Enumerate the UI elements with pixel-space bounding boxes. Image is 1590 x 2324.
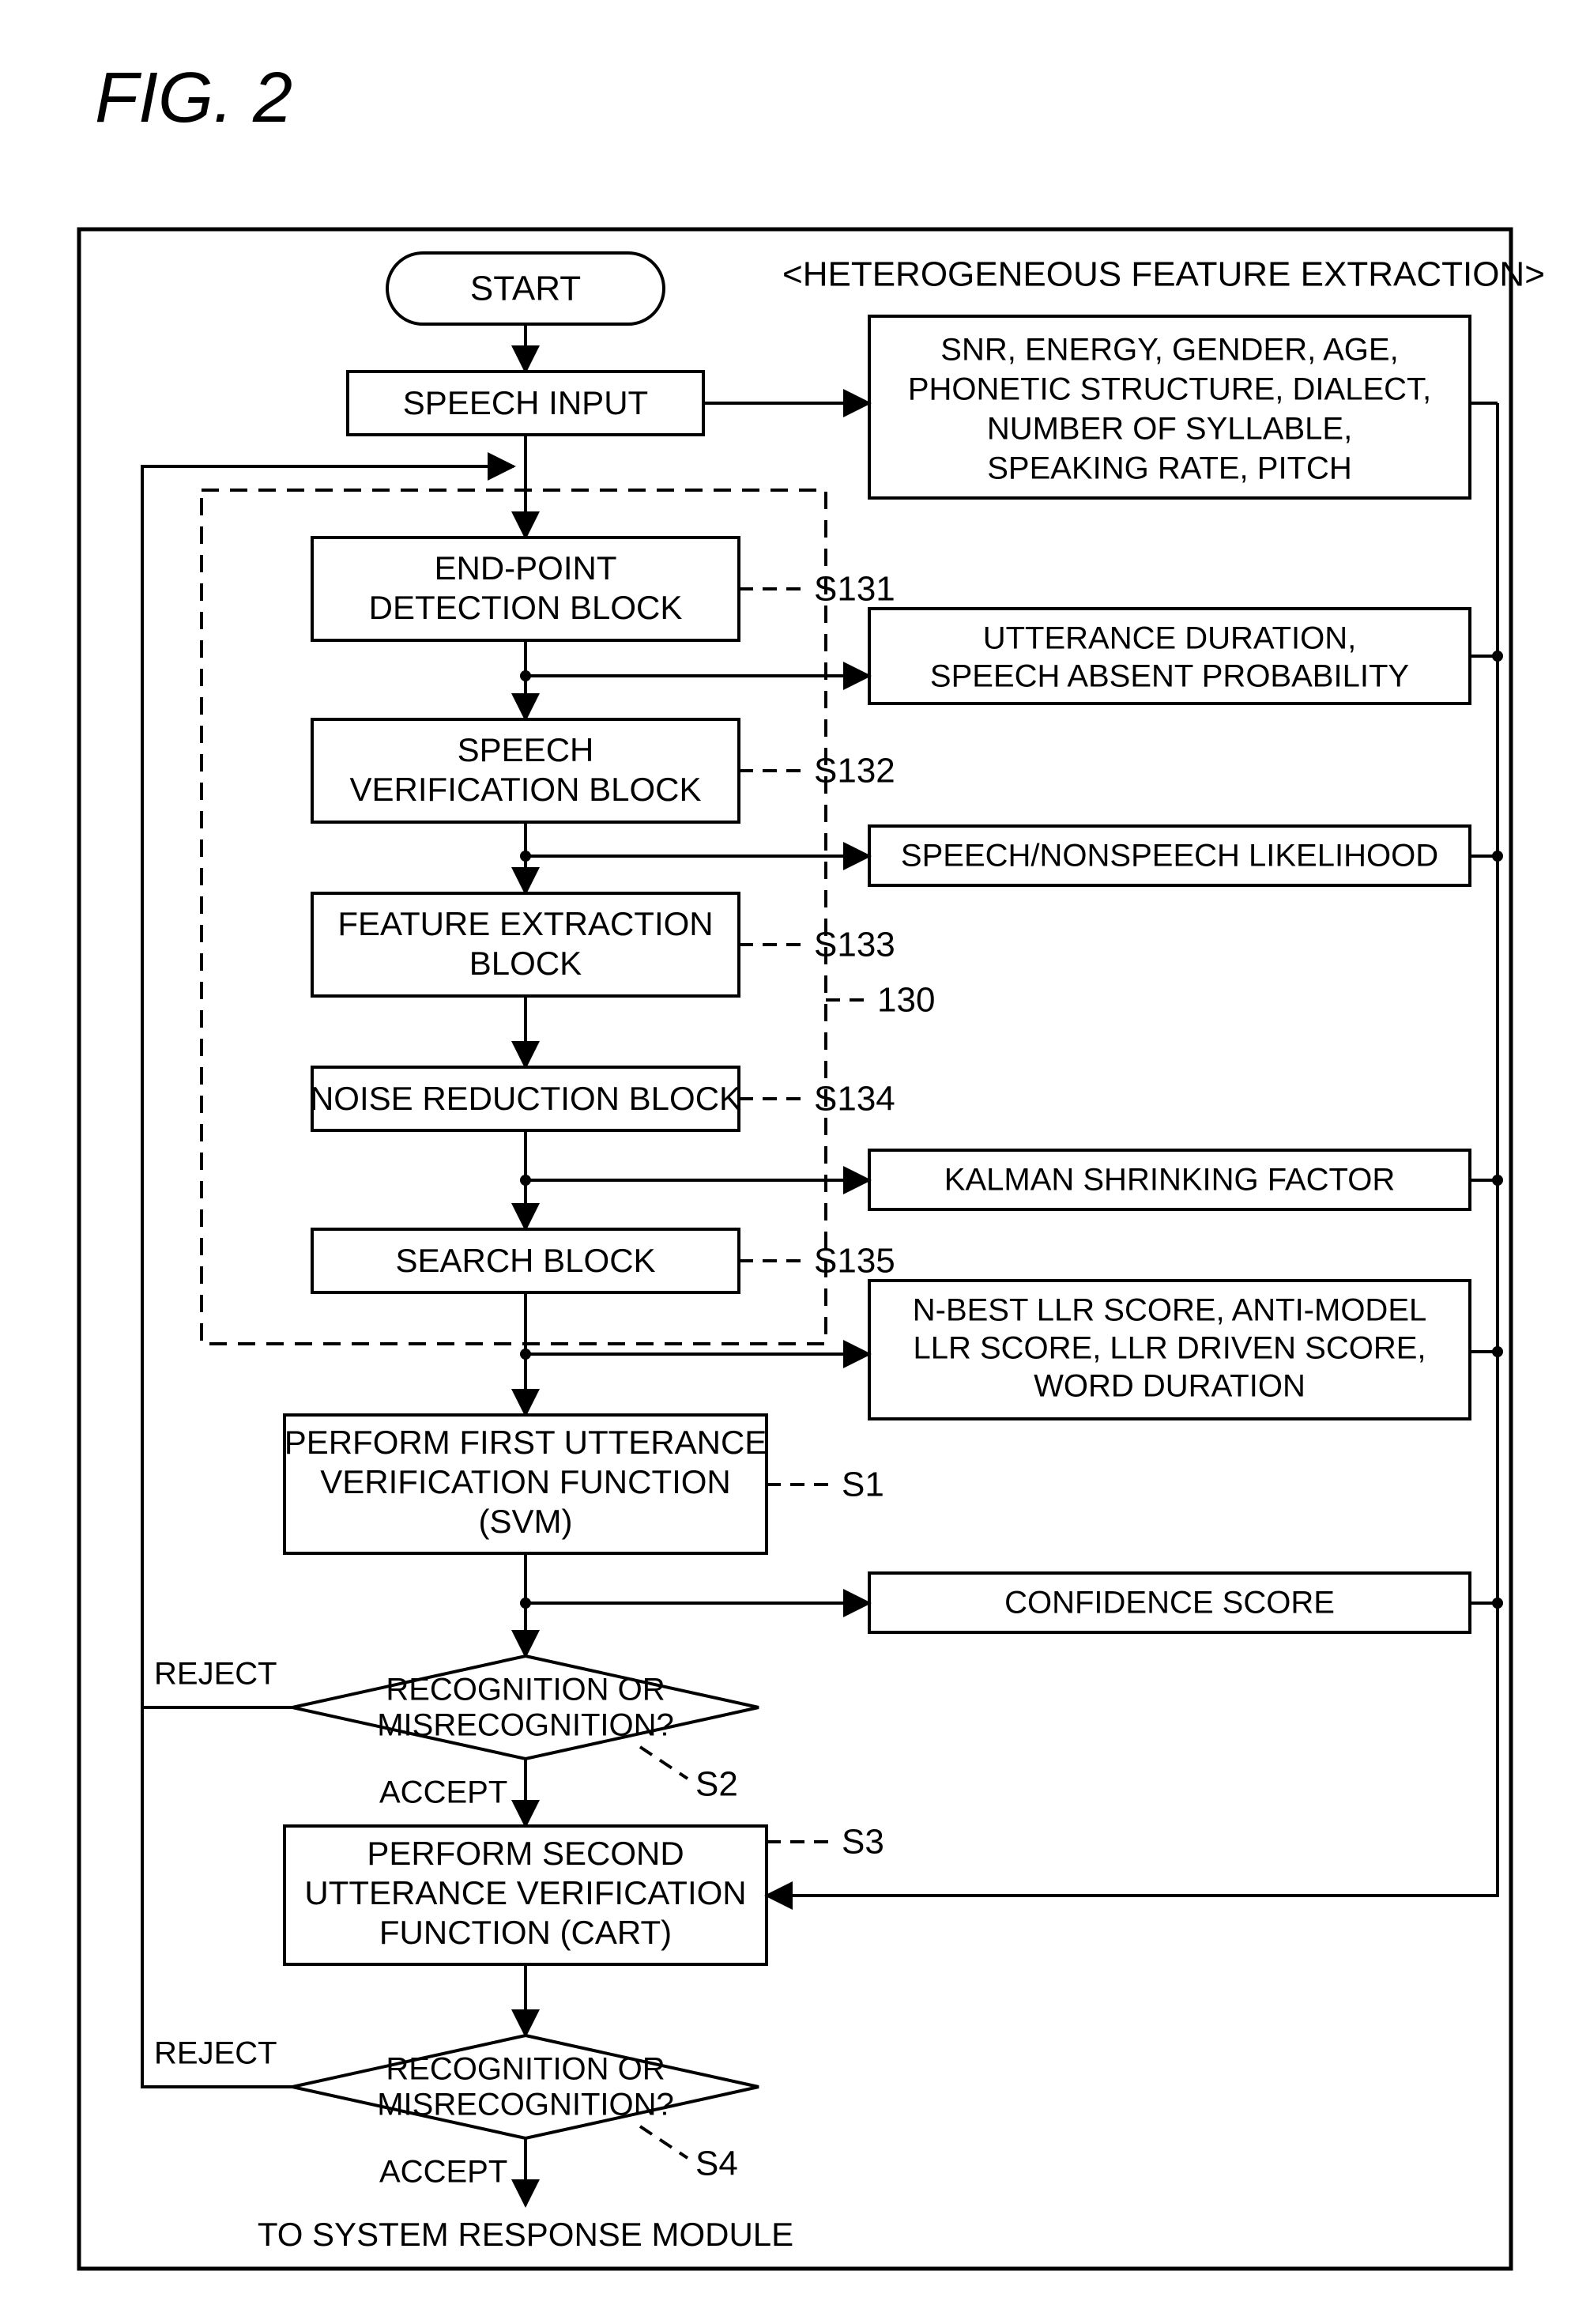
svg-text:WORD DURATION: WORD DURATION bbox=[1034, 1369, 1306, 1404]
feat-box-5: N-BEST LLR SCORE, ANTI-MODEL LLR SCORE, … bbox=[869, 1281, 1470, 1419]
feat-box-4: KALMAN SHRINKING FACTOR bbox=[869, 1150, 1470, 1209]
svg-text:CONFIDENCE SCORE: CONFIDENCE SCORE bbox=[1004, 1586, 1335, 1620]
first-uv-node: PERFORM FIRST UTTERANCE VERIFICATION FUN… bbox=[284, 1415, 767, 1553]
svg-text:VERIFICATION FUNCTION: VERIFICATION FUNCTION bbox=[320, 1463, 731, 1500]
s133-ref: S133 bbox=[814, 926, 895, 964]
svg-text:SPEECH/NONSPEECH LIKELIHOOD: SPEECH/NONSPEECH LIKELIHOOD bbox=[901, 839, 1438, 873]
feat-box-1: SNR, ENERGY, GENDER, AGE, PHONETIC STRUC… bbox=[869, 316, 1470, 498]
svg-text:SPEECH ABSENT PROBABILITY: SPEECH ABSENT PROBABILITY bbox=[930, 659, 1409, 694]
svg-text:N-BEST LLR SCORE, ANTI-MODEL: N-BEST LLR SCORE, ANTI-MODEL bbox=[913, 1293, 1427, 1328]
svg-text:(SVM): (SVM) bbox=[479, 1503, 573, 1540]
svg-text:VERIFICATION BLOCK: VERIFICATION BLOCK bbox=[350, 771, 702, 808]
end-point-node: END-POINT DETECTION BLOCK bbox=[312, 538, 739, 640]
reject-loop-2 bbox=[142, 1707, 292, 2087]
feature-extraction-node: FEATURE EXTRACTION BLOCK bbox=[312, 893, 739, 996]
dec1-reject: REJECT bbox=[154, 1657, 277, 1692]
svg-text:UTTERANCE DURATION,: UTTERANCE DURATION, bbox=[983, 621, 1357, 656]
svg-text:SPEAKING RATE, PITCH: SPEAKING RATE, PITCH bbox=[987, 451, 1352, 486]
s132-ref: S132 bbox=[814, 752, 895, 790]
dec2-reject: REJECT bbox=[154, 2036, 277, 2071]
s3-ref: S3 bbox=[842, 1823, 884, 1862]
svg-text:UTTERANCE VERIFICATION: UTTERANCE VERIFICATION bbox=[304, 1874, 746, 1911]
svg-text:RECOGNITION OR: RECOGNITION OR bbox=[386, 1673, 665, 1707]
svg-text:SPEECH: SPEECH bbox=[458, 731, 594, 768]
svg-text:PERFORM SECOND: PERFORM SECOND bbox=[367, 1835, 684, 1872]
svg-text:SPEECH INPUT: SPEECH INPUT bbox=[403, 384, 648, 421]
noise-reduction-node: NOISE REDUCTION BLOCK bbox=[310, 1067, 741, 1130]
svg-text:MISRECOGNITION?: MISRECOGNITION? bbox=[377, 2088, 674, 2122]
svg-text:START: START bbox=[470, 270, 581, 308]
feat-box-6: CONFIDENCE SCORE bbox=[869, 1573, 1470, 1632]
s131-ref: S131 bbox=[814, 570, 895, 609]
svg-text:MISRECOGNITION?: MISRECOGNITION? bbox=[377, 1708, 674, 1743]
speech-verification-node: SPEECH VERIFICATION BLOCK bbox=[312, 719, 739, 822]
s134-ref: S134 bbox=[814, 1080, 895, 1119]
end-text: TO SYSTEM RESPONSE MODULE bbox=[258, 2216, 793, 2253]
feat-box-3: SPEECH/NONSPEECH LIKELIHOOD bbox=[869, 826, 1470, 885]
figure-label: FIG. 2 bbox=[95, 58, 292, 138]
start-node: START bbox=[387, 253, 664, 324]
second-uv-node: PERFORM SECOND UTTERANCE VERIFICATION FU… bbox=[284, 1826, 767, 1964]
search-block-node: SEARCH BLOCK bbox=[312, 1229, 739, 1292]
feat-box-2: UTTERANCE DURATION, SPEECH ABSENT PROBAB… bbox=[869, 609, 1470, 704]
svg-text:PHONETIC STRUCTURE, DIALECT,: PHONETIC STRUCTURE, DIALECT, bbox=[908, 372, 1431, 407]
svg-text:SEARCH BLOCK: SEARCH BLOCK bbox=[395, 1242, 655, 1279]
svg-text:PERFORM FIRST UTTERANCE: PERFORM FIRST UTTERANCE bbox=[284, 1424, 767, 1461]
svg-text:FEATURE EXTRACTION: FEATURE EXTRACTION bbox=[337, 905, 713, 942]
group-ref: 130 bbox=[877, 981, 935, 1020]
speech-input-node: SPEECH INPUT bbox=[348, 372, 703, 435]
svg-text:NUMBER OF SYLLABLE,: NUMBER OF SYLLABLE, bbox=[987, 412, 1352, 447]
svg-text:KALMAN SHRINKING FACTOR: KALMAN SHRINKING FACTOR bbox=[944, 1163, 1395, 1198]
dec2-accept: ACCEPT bbox=[379, 2155, 507, 2190]
decision-2: RECOGNITION OR MISRECOGNITION? bbox=[292, 2035, 759, 2138]
svg-text:BLOCK: BLOCK bbox=[469, 945, 582, 982]
s4-ref: S4 bbox=[695, 2145, 738, 2183]
svg-text:NOISE REDUCTION BLOCK: NOISE REDUCTION BLOCK bbox=[310, 1080, 741, 1117]
decision-1: RECOGNITION OR MISRECOGNITION? bbox=[292, 1656, 759, 1759]
svg-text:LLR SCORE, LLR DRIVEN SCORE,: LLR SCORE, LLR DRIVEN SCORE, bbox=[913, 1331, 1426, 1366]
svg-text:FUNCTION (CART): FUNCTION (CART) bbox=[379, 1914, 672, 1951]
s1-ref: S1 bbox=[842, 1466, 884, 1504]
s2-ref: S2 bbox=[695, 1765, 738, 1804]
svg-text:DETECTION BLOCK: DETECTION BLOCK bbox=[369, 589, 683, 626]
s135-ref: S135 bbox=[814, 1242, 895, 1281]
svg-text:RECOGNITION OR: RECOGNITION OR bbox=[386, 2052, 665, 2087]
svg-text:END-POINT: END-POINT bbox=[435, 549, 617, 587]
dec1-accept: ACCEPT bbox=[379, 1775, 507, 1810]
svg-text:SNR, ENERGY, GENDER, AGE,: SNR, ENERGY, GENDER, AGE, bbox=[940, 333, 1398, 368]
section-title: <HETEROGENEOUS FEATURE EXTRACTION> bbox=[782, 255, 1545, 294]
